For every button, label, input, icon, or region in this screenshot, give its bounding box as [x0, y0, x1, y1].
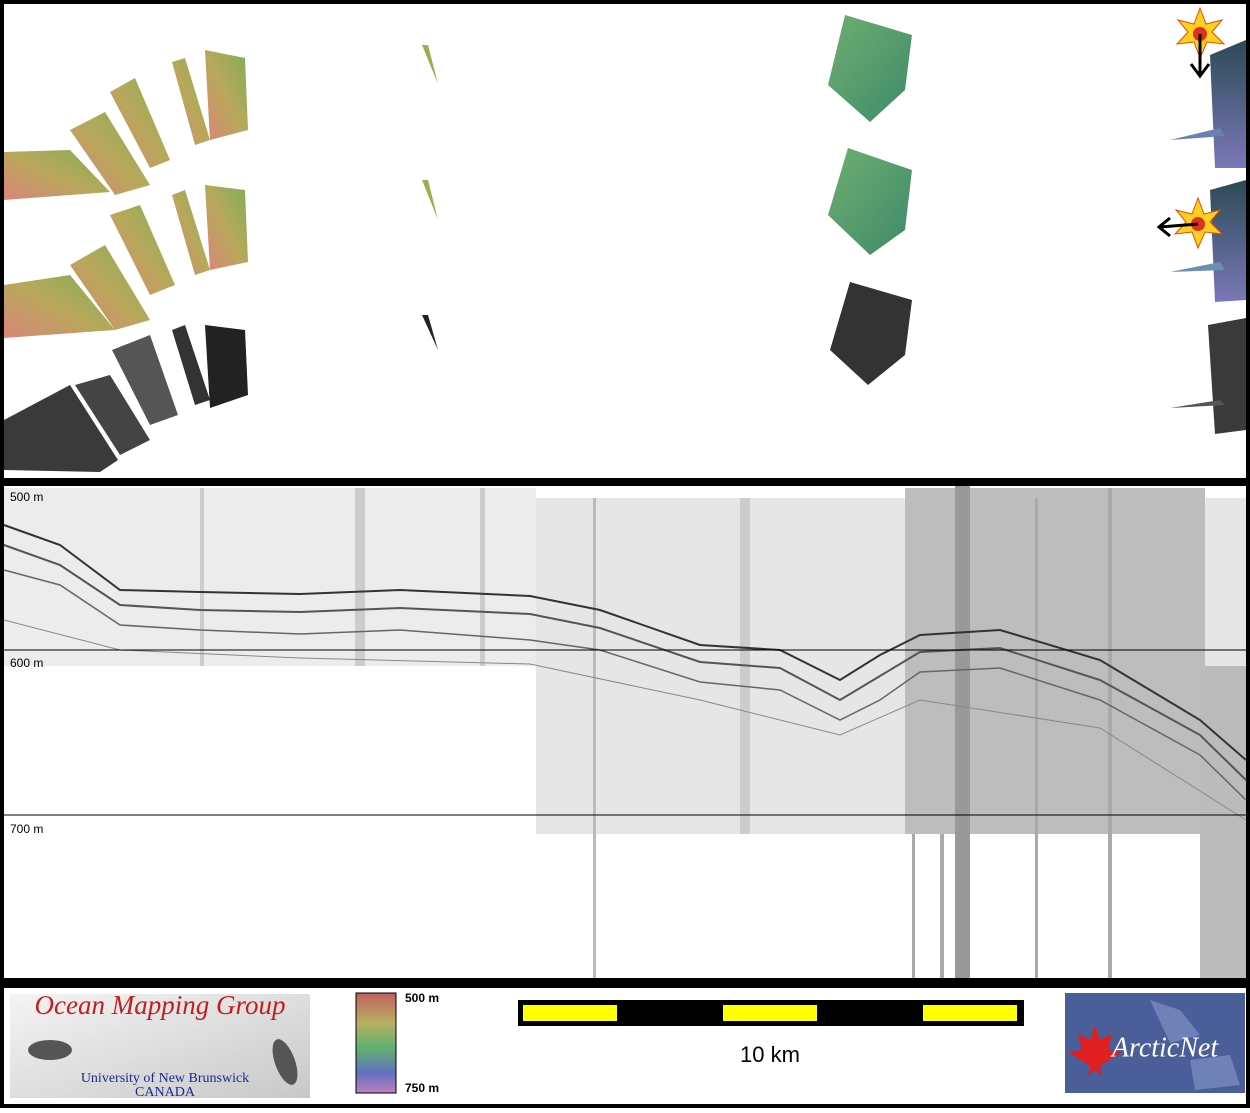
scale-segment: [523, 1005, 617, 1021]
depth-label: 700 m: [10, 822, 43, 836]
depth-label: 500 m: [10, 490, 43, 504]
colorbar: [355, 992, 397, 1094]
logo-country: CANADA: [135, 1085, 196, 1100]
logo-map: [1150, 1000, 1240, 1090]
partner-logo-text: ArcticNet: [1110, 1032, 1219, 1063]
swaths: [4, 15, 1246, 472]
profile-image: [3, 486, 1247, 978]
logo-title: Ocean Mapping Group: [35, 990, 286, 1020]
colorbar-label: 500 m: [405, 991, 439, 1005]
scale-label: 10 km: [740, 1042, 800, 1067]
depth-label: 600 m: [10, 656, 43, 670]
logo-subtitle: University of New Brunswick: [81, 1071, 249, 1086]
logo-vessel: [272, 1039, 298, 1085]
sun-icons: [1156, 6, 1226, 250]
colorbar-label: 750 m: [405, 1081, 439, 1095]
maple-leaf: [1068, 1025, 1122, 1076]
scale-segment: [923, 1005, 1017, 1021]
scale-segment: [723, 1005, 817, 1021]
logo-vessel: [28, 1040, 72, 1060]
